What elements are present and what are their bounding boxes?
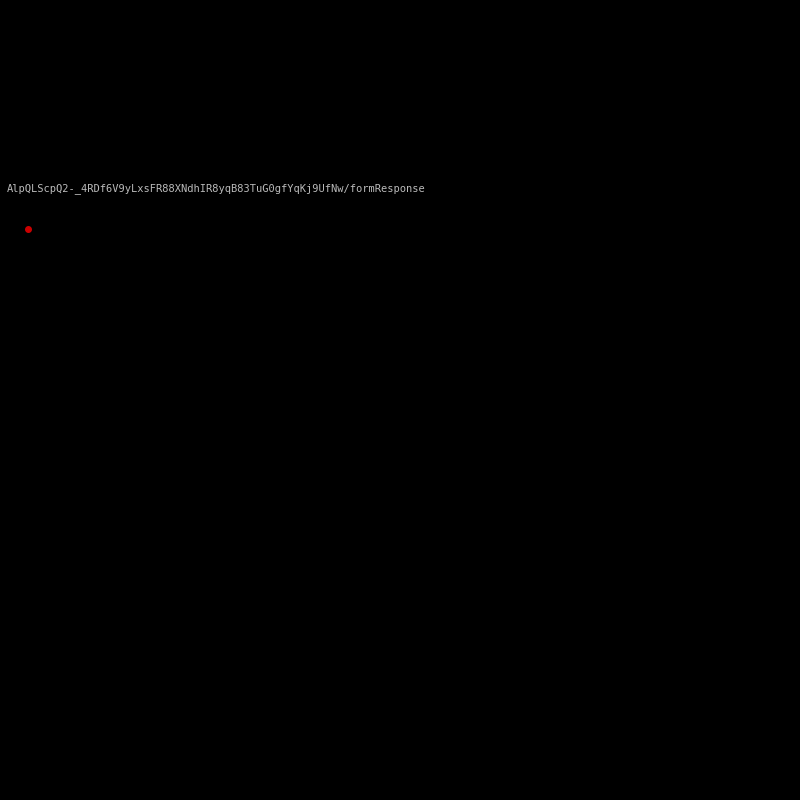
Text: 2 points: 2 points <box>638 223 688 236</box>
Text: A: A <box>346 314 354 327</box>
Text: C: C <box>353 485 362 498</box>
Text: 10: 10 <box>386 340 400 350</box>
Text: of the following is the length of $\overline{CD}$ ?: of the following is the length of $\over… <box>28 289 236 306</box>
Text: In circle $O$ shown, chords $\overline{AB}$ and $\overline{CD}$ intersect at $E$: In circle $O$ shown, chords $\overline{A… <box>28 262 640 278</box>
Text: •O: •O <box>444 416 460 430</box>
Text: 12: 12 <box>501 369 515 378</box>
Text: 26: 26 <box>68 506 86 521</box>
Text: 20: 20 <box>68 614 86 628</box>
Text: E: E <box>458 343 466 356</box>
Text: 24: 24 <box>68 559 86 574</box>
Text: 18: 18 <box>68 667 86 682</box>
Text: D: D <box>496 307 506 321</box>
Text: AlpQLScpQ2-_4RDf6V9yLxsFR88XNdhIR8yqB83TuG0gfYqKj9UfNw/formResponse: AlpQLScpQ2-_4RDf6V9yLxsFR88XNdhIR8yqB83T… <box>6 183 425 194</box>
Text: B: B <box>562 391 571 404</box>
Text: 6: 6 <box>478 336 486 346</box>
